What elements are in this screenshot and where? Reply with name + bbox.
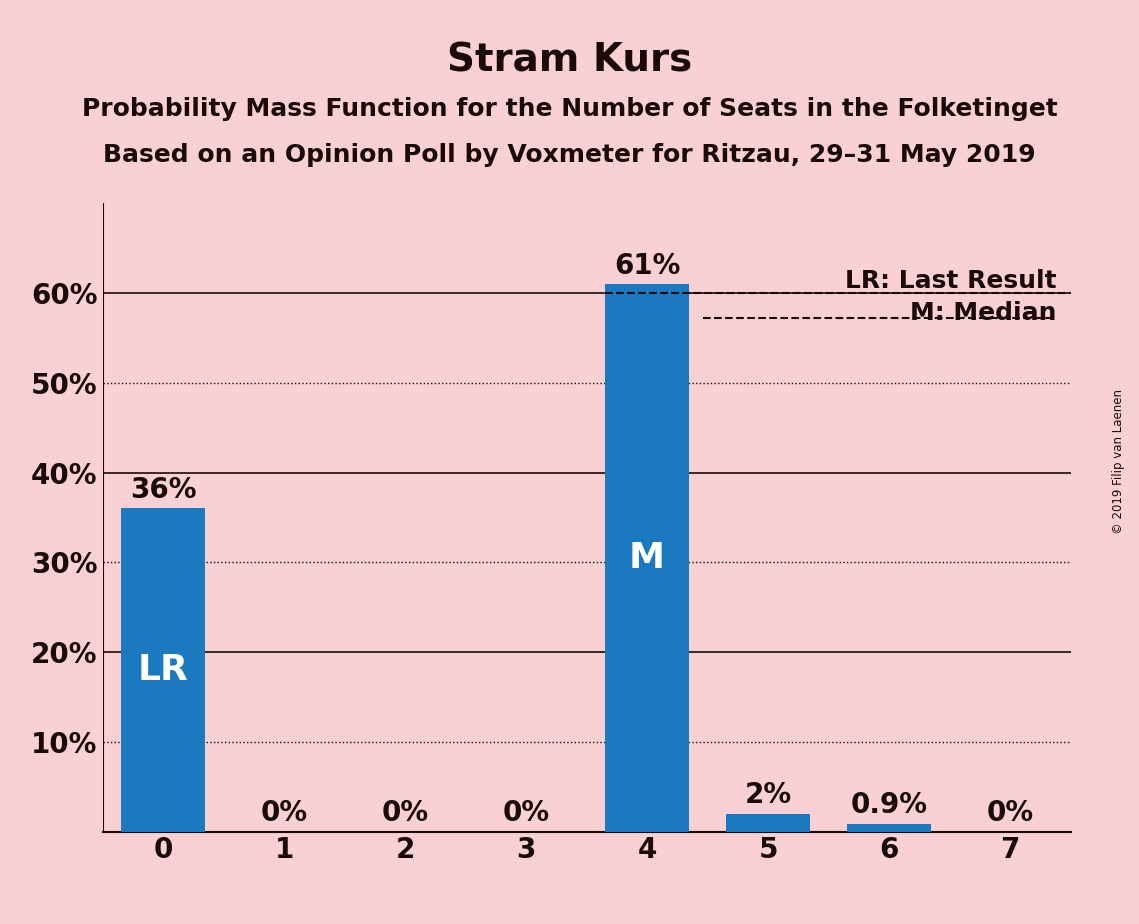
Bar [726, 814, 811, 832]
Text: LR: Last Result: LR: Last Result [844, 269, 1056, 293]
Text: Based on an Opinion Poll by Voxmeter for Ritzau, 29–31 May 2019: Based on an Opinion Poll by Voxmeter for… [104, 143, 1035, 167]
Text: © 2019 Filip van Laenen: © 2019 Filip van Laenen [1113, 390, 1125, 534]
Text: 0%: 0% [986, 799, 1034, 827]
Text: 0%: 0% [261, 799, 308, 827]
Bar [846, 823, 932, 832]
Bar [605, 284, 689, 832]
Text: M: M [629, 541, 665, 575]
Text: 2%: 2% [745, 781, 792, 809]
Text: 0%: 0% [382, 799, 428, 827]
Bar [121, 508, 205, 832]
Text: 0.9%: 0.9% [851, 791, 927, 819]
Text: M: Median: M: Median [910, 300, 1056, 324]
Text: 0%: 0% [502, 799, 550, 827]
Text: Stram Kurs: Stram Kurs [446, 42, 693, 79]
Text: LR: LR [138, 653, 188, 687]
Text: 61%: 61% [614, 251, 680, 280]
Text: Probability Mass Function for the Number of Seats in the Folketinget: Probability Mass Function for the Number… [82, 97, 1057, 121]
Text: 36%: 36% [130, 476, 196, 504]
